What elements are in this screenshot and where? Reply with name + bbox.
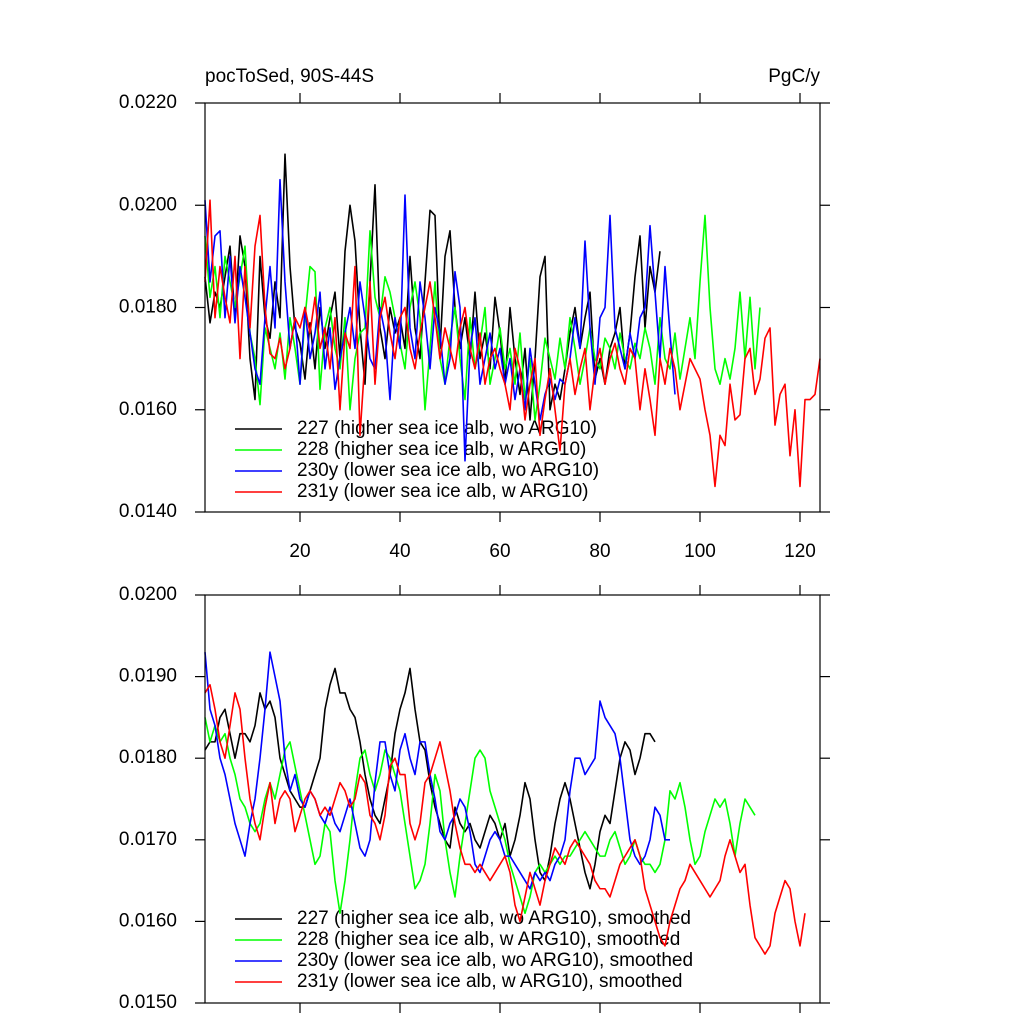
x-tick-label: 100 bbox=[684, 541, 716, 562]
legend-label: 227 (higher sea ice alb, wo ARG10), smoo… bbox=[297, 908, 691, 929]
y-tick-label: 0.0200 bbox=[119, 584, 177, 605]
series-line bbox=[204, 717, 756, 915]
y-tick-label: 0.0150 bbox=[119, 992, 177, 1013]
legend-label: 230y (lower sea ice alb, wo ARG10) bbox=[297, 460, 599, 481]
y-tick-label: 0.0170 bbox=[119, 829, 177, 850]
legend-label: 231y (lower sea ice alb, w ARG10) bbox=[297, 481, 588, 502]
legend-label: 227 (higher sea ice alb, wo ARG10) bbox=[297, 418, 597, 439]
x-tick-label: 120 bbox=[784, 541, 816, 562]
y-tick-label: 0.0160 bbox=[119, 399, 177, 420]
y-tick-label: 0.0180 bbox=[119, 747, 177, 768]
x-tick-label: 40 bbox=[389, 541, 410, 562]
x-tick-label: 20 bbox=[289, 541, 310, 562]
series-line bbox=[204, 199, 821, 488]
series-line bbox=[204, 651, 670, 890]
legend-label: 230y (lower sea ice alb, wo ARG10), smoo… bbox=[297, 950, 693, 971]
y-tick-label: 0.0220 bbox=[119, 92, 177, 113]
x-tick-label: 80 bbox=[589, 541, 610, 562]
y-tick-label: 0.0140 bbox=[119, 501, 177, 522]
y-tick-label: 0.0200 bbox=[119, 194, 177, 215]
y-tick-label: 0.0180 bbox=[119, 297, 177, 318]
series-line bbox=[204, 683, 806, 955]
series-line bbox=[204, 153, 661, 421]
plot-frame bbox=[204, 102, 821, 513]
legend-label: 228 (higher sea ice alb, w ARG10) bbox=[297, 439, 586, 460]
legend-label: 231y (lower sea ice alb, w ARG10), smoot… bbox=[297, 971, 682, 992]
x-tick-label: 60 bbox=[489, 541, 510, 562]
y-tick-label: 0.0190 bbox=[119, 666, 177, 687]
y-tick-label: 0.0160 bbox=[119, 910, 177, 931]
units-label: PgC/y bbox=[768, 66, 820, 87]
legend-label: 228 (higher sea ice alb, w ARG10), smoot… bbox=[297, 929, 680, 950]
chart-title: pocToSed, 90S-44S bbox=[205, 66, 374, 87]
plot-frame bbox=[204, 594, 821, 1004]
